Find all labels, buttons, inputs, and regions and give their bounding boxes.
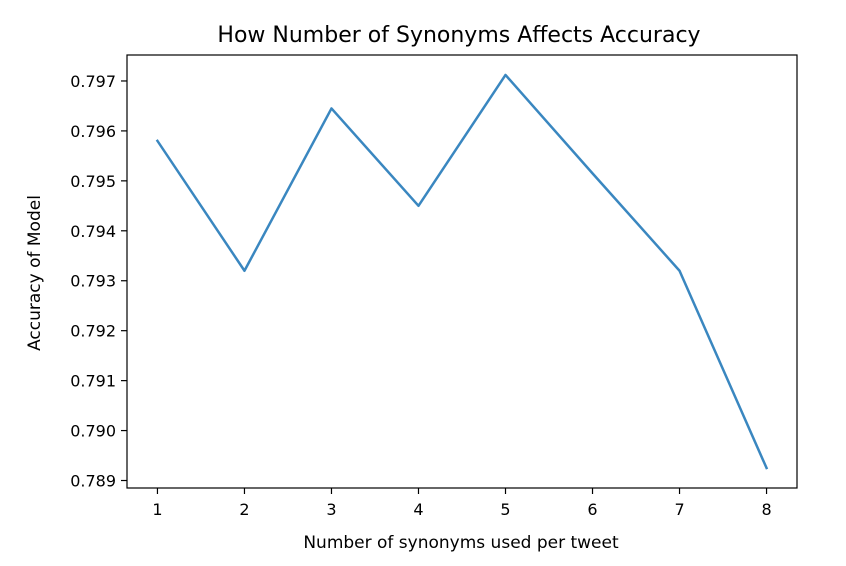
x-tick-label: 3 [326, 500, 336, 519]
x-tick-label: 5 [500, 500, 510, 519]
x-tick-label: 1 [152, 500, 162, 519]
y-tick-label: 0.794 [70, 222, 116, 241]
plot-area-frame [126, 54, 798, 489]
y-tick-label: 0.796 [70, 122, 116, 141]
y-tick-label: 0.797 [70, 72, 116, 91]
x-tick-label: 6 [587, 500, 597, 519]
y-tick-label: 0.795 [70, 172, 116, 191]
chart-title: How Number of Synonyms Affects Accuracy [217, 23, 700, 48]
x-tick-label: 7 [674, 500, 684, 519]
y-axis-label: Accuracy of Model [25, 195, 45, 351]
y-tick-label: 0.792 [70, 322, 116, 341]
y-tick-label: 0.793 [70, 272, 116, 291]
x-tick-label: 2 [239, 500, 249, 519]
x-tick-label: 8 [761, 500, 771, 519]
y-axis-ticks: 0.789 0.790 0.791 0.792 0.793 0.794 0.795 0.796… [70, 72, 127, 491]
y-tick-label: 0.791 [70, 372, 116, 391]
accuracy-series-line [155, 73, 769, 470]
x-tick-label: 4 [413, 500, 423, 519]
y-tick-label: 0.790 [70, 422, 116, 441]
x-axis-label: Number of synonyms used per tweet [303, 533, 619, 553]
x-axis-ticks: 1 2 3 4 5 6 7 8 [152, 488, 772, 519]
y-tick-label: 0.789 [70, 472, 116, 491]
